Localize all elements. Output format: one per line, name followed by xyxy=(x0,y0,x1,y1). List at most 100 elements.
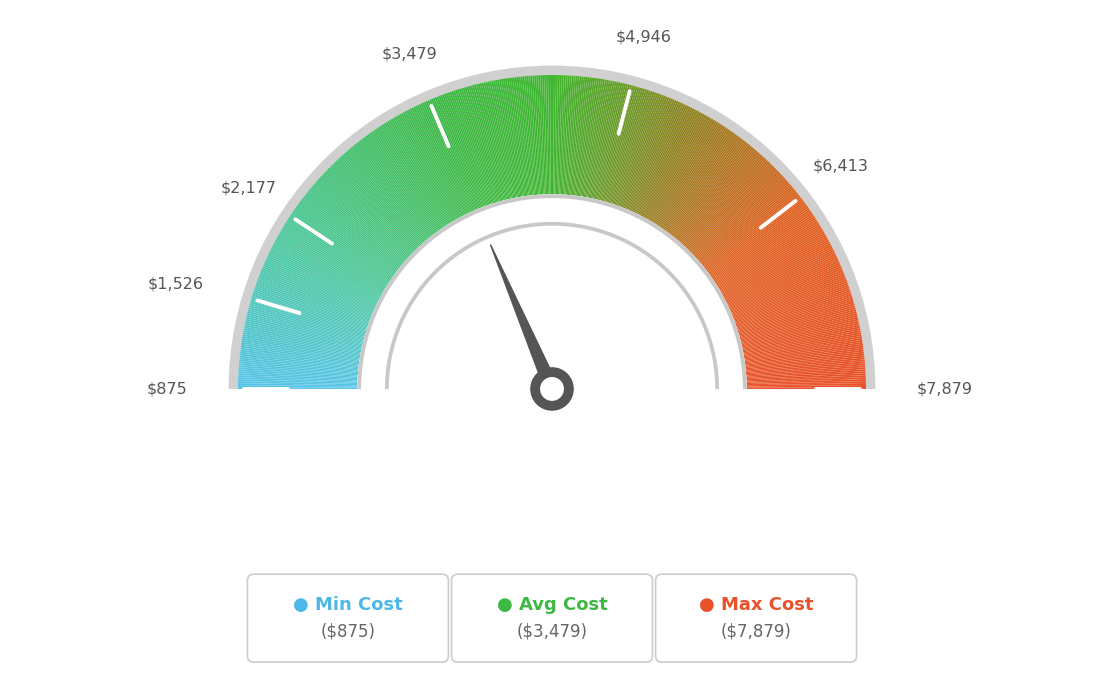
Wedge shape xyxy=(381,125,447,226)
Wedge shape xyxy=(618,94,660,206)
Wedge shape xyxy=(245,322,362,349)
Wedge shape xyxy=(399,114,458,219)
Wedge shape xyxy=(647,115,707,219)
Wedge shape xyxy=(592,81,618,199)
Wedge shape xyxy=(675,144,751,238)
Wedge shape xyxy=(251,299,365,335)
Wedge shape xyxy=(524,76,537,195)
Wedge shape xyxy=(605,87,639,202)
Wedge shape xyxy=(668,137,741,234)
Wedge shape xyxy=(631,102,682,212)
Wedge shape xyxy=(433,98,479,209)
Wedge shape xyxy=(681,153,761,244)
Wedge shape xyxy=(519,77,532,195)
Text: $6,413: $6,413 xyxy=(813,159,868,174)
Wedge shape xyxy=(586,80,609,197)
Wedge shape xyxy=(344,152,424,243)
Wedge shape xyxy=(286,221,388,286)
Wedge shape xyxy=(712,211,811,279)
Wedge shape xyxy=(283,226,385,289)
Wedge shape xyxy=(470,86,502,201)
Wedge shape xyxy=(250,302,365,336)
Wedge shape xyxy=(694,174,783,257)
Wedge shape xyxy=(687,163,772,250)
Wedge shape xyxy=(263,266,373,314)
Wedge shape xyxy=(689,166,774,251)
Wedge shape xyxy=(671,141,746,236)
Wedge shape xyxy=(662,130,732,229)
Wedge shape xyxy=(285,222,388,287)
Wedge shape xyxy=(739,302,854,336)
Wedge shape xyxy=(358,141,433,236)
Wedge shape xyxy=(591,81,617,199)
Wedge shape xyxy=(733,275,846,319)
Wedge shape xyxy=(411,108,466,215)
Wedge shape xyxy=(238,367,358,377)
Wedge shape xyxy=(320,175,410,257)
Wedge shape xyxy=(729,255,837,307)
Wedge shape xyxy=(295,208,393,277)
FancyBboxPatch shape xyxy=(452,574,652,662)
Wedge shape xyxy=(385,222,719,389)
Wedge shape xyxy=(743,328,860,353)
Wedge shape xyxy=(444,94,486,206)
Wedge shape xyxy=(253,292,367,330)
Wedge shape xyxy=(730,261,839,310)
Wedge shape xyxy=(721,233,825,293)
Wedge shape xyxy=(429,99,477,210)
Wedge shape xyxy=(692,171,779,255)
Wedge shape xyxy=(646,114,705,219)
Text: $2,177: $2,177 xyxy=(220,181,276,196)
Wedge shape xyxy=(389,120,452,223)
Wedge shape xyxy=(731,266,841,314)
Wedge shape xyxy=(293,211,392,279)
Wedge shape xyxy=(358,195,746,389)
Wedge shape xyxy=(255,284,369,325)
Wedge shape xyxy=(742,317,858,345)
Wedge shape xyxy=(463,88,498,202)
Wedge shape xyxy=(501,79,521,197)
Wedge shape xyxy=(244,326,361,351)
Wedge shape xyxy=(721,235,826,294)
Wedge shape xyxy=(710,204,807,275)
Wedge shape xyxy=(746,362,864,373)
Wedge shape xyxy=(388,121,450,224)
Wedge shape xyxy=(743,326,860,351)
Wedge shape xyxy=(497,79,519,197)
Wedge shape xyxy=(681,155,763,244)
Wedge shape xyxy=(728,252,836,305)
Wedge shape xyxy=(745,353,864,368)
Wedge shape xyxy=(406,110,463,217)
Wedge shape xyxy=(673,144,750,237)
Wedge shape xyxy=(261,272,371,317)
Wedge shape xyxy=(741,309,856,341)
Wedge shape xyxy=(240,362,358,373)
Wedge shape xyxy=(710,206,808,277)
Wedge shape xyxy=(665,132,735,230)
Wedge shape xyxy=(251,297,365,333)
Wedge shape xyxy=(447,92,488,206)
Wedge shape xyxy=(714,216,815,283)
Wedge shape xyxy=(318,179,407,259)
Wedge shape xyxy=(603,86,636,201)
Wedge shape xyxy=(238,365,358,375)
Wedge shape xyxy=(245,320,362,348)
Wedge shape xyxy=(634,104,686,213)
Wedge shape xyxy=(375,128,444,228)
Wedge shape xyxy=(279,233,383,293)
Wedge shape xyxy=(242,338,360,359)
Wedge shape xyxy=(744,342,862,361)
Wedge shape xyxy=(556,75,562,195)
Wedge shape xyxy=(240,357,359,371)
Wedge shape xyxy=(404,111,461,217)
Wedge shape xyxy=(314,183,405,262)
Wedge shape xyxy=(473,85,503,201)
Wedge shape xyxy=(240,355,359,369)
Wedge shape xyxy=(645,113,703,218)
Wedge shape xyxy=(574,77,590,196)
Wedge shape xyxy=(560,75,566,195)
Wedge shape xyxy=(660,128,729,228)
Wedge shape xyxy=(493,80,517,198)
Wedge shape xyxy=(542,75,548,195)
Wedge shape xyxy=(272,246,379,302)
